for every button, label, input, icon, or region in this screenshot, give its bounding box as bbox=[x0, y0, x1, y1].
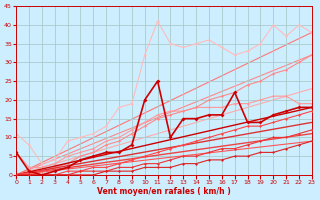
X-axis label: Vent moyen/en rafales ( km/h ): Vent moyen/en rafales ( km/h ) bbox=[97, 187, 231, 196]
